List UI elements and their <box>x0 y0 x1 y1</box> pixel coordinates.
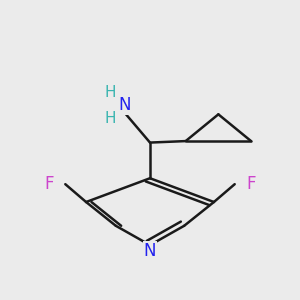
Text: F: F <box>246 175 256 193</box>
Text: F: F <box>44 175 54 193</box>
Text: H: H <box>104 85 116 100</box>
Text: N: N <box>118 96 131 114</box>
Text: H: H <box>104 111 116 126</box>
Text: N: N <box>144 242 156 260</box>
